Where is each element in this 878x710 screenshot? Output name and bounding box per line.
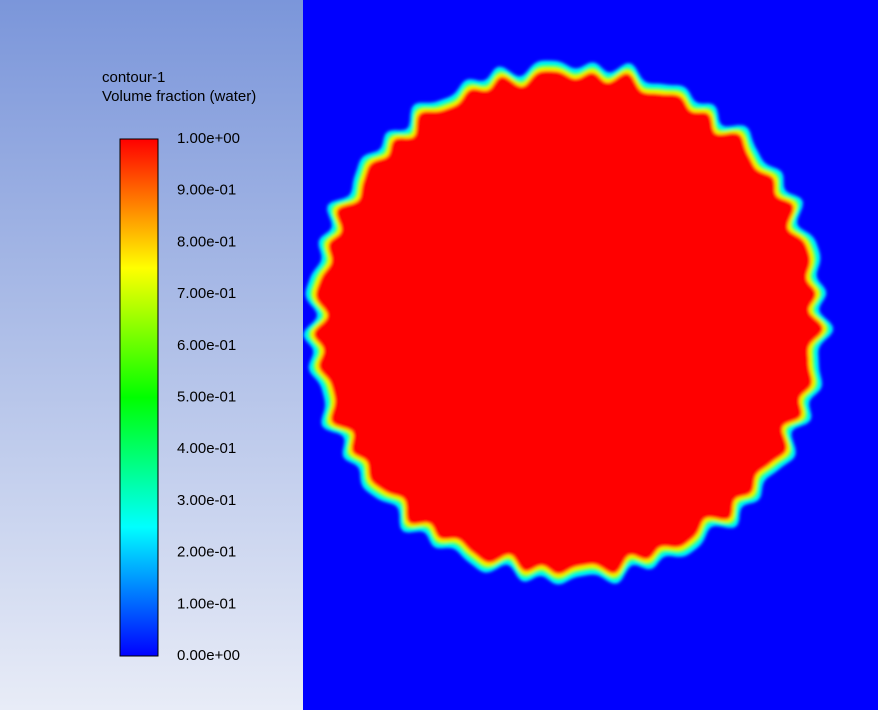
colorbar-tick-label: 5.00e-01 [177,388,236,405]
colorbar [119,138,159,657]
colorbar-tick-label: 7.00e-01 [177,285,236,302]
colorbar-tick-label: 1.00e-01 [177,595,236,612]
colorbar-tick-label: 1.00e+00 [177,130,240,147]
colorbar-tick-label: 3.00e-01 [177,492,236,509]
colorbar-tick-label: 0.00e+00 [177,647,240,664]
colorbar-tick-label: 4.00e-01 [177,440,236,457]
contour-band [313,70,823,575]
colorbar-tick-label: 6.00e-01 [177,337,236,354]
legend-title: contour-1 [102,69,165,86]
colorbar-tick-label: 9.00e-01 [177,182,236,199]
colorbar-tick-label: 2.00e-01 [177,544,236,561]
contour-field [303,60,833,585]
legend-subtitle: Volume fraction (water) [102,88,256,105]
colorbar-tick-label: 8.00e-01 [177,233,236,250]
